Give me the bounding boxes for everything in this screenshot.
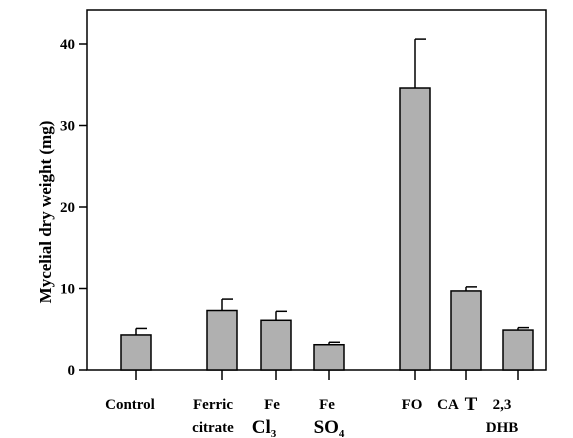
- category-label-cat-b: T: [465, 394, 478, 415]
- y-tick-label: 0: [68, 363, 76, 379]
- category-label-fo: FO: [402, 397, 423, 413]
- bars: [120, 87, 534, 371]
- category-label-dhb-line2: DHB: [486, 420, 519, 436]
- bar-5: [450, 290, 482, 371]
- bar-1: [206, 309, 238, 371]
- y-tick-label: 30: [60, 119, 75, 135]
- bar-2: [260, 319, 292, 371]
- category-label-ferric-citrate-line2: citrate: [192, 420, 234, 436]
- y-axis-label: Mycelial dry weight (mg): [36, 121, 55, 304]
- error-bars: [135, 38, 529, 345]
- category-label-cat-a: CA: [437, 397, 459, 413]
- y-tick-label: 20: [60, 200, 75, 216]
- category-label-ferric-citrate-line1: Ferric: [193, 397, 233, 413]
- y-tick-label: 40: [60, 37, 75, 53]
- category-label-feso4-line1: Fe: [319, 397, 335, 413]
- bar-4: [399, 87, 431, 371]
- category-label-control: Control: [105, 397, 155, 413]
- y-tick-label: 10: [60, 282, 75, 298]
- category-label-feso4-line2: SO4: [314, 417, 345, 438]
- bar-6: [502, 329, 534, 371]
- bar-0: [120, 334, 152, 371]
- category-label-dhb-line1: 2,3: [493, 397, 512, 413]
- bar-3: [313, 343, 345, 371]
- x-axis: [135, 370, 519, 380]
- category-label-fecl3-line1: Fe: [264, 397, 280, 413]
- category-labels: Control Ferric citrate Fe Cl3 Fe SO4 FO …: [105, 394, 518, 438]
- category-label-fecl3-line2: Cl3: [252, 417, 277, 438]
